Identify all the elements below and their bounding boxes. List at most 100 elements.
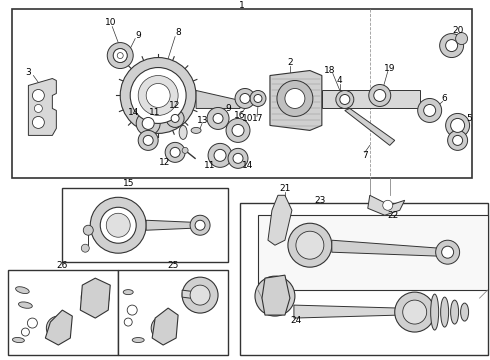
Polygon shape <box>196 90 240 108</box>
Ellipse shape <box>16 287 29 293</box>
Circle shape <box>374 90 386 102</box>
Circle shape <box>240 94 250 103</box>
Text: 13: 13 <box>197 116 209 125</box>
Circle shape <box>106 213 130 237</box>
Circle shape <box>171 114 179 122</box>
Circle shape <box>27 318 37 328</box>
Text: 14: 14 <box>127 108 139 117</box>
Circle shape <box>451 118 465 132</box>
Circle shape <box>226 118 250 143</box>
Polygon shape <box>368 195 405 215</box>
Text: 6: 6 <box>442 94 447 103</box>
Circle shape <box>182 147 188 153</box>
Ellipse shape <box>191 127 201 134</box>
Text: 1: 1 <box>239 1 245 10</box>
Text: 19: 19 <box>384 64 395 73</box>
Ellipse shape <box>461 303 468 321</box>
Circle shape <box>208 143 232 167</box>
Circle shape <box>214 149 226 161</box>
Text: 23: 23 <box>314 196 325 205</box>
Text: 14: 14 <box>243 161 254 170</box>
Text: 22: 22 <box>387 211 398 220</box>
Circle shape <box>120 58 196 134</box>
Circle shape <box>383 200 392 210</box>
Circle shape <box>130 68 186 123</box>
Circle shape <box>127 305 137 315</box>
Text: 26: 26 <box>57 261 68 270</box>
Circle shape <box>417 99 441 122</box>
Bar <box>118 270 228 355</box>
Circle shape <box>117 53 123 59</box>
Circle shape <box>81 244 89 252</box>
Circle shape <box>146 84 170 107</box>
Circle shape <box>83 225 93 235</box>
Circle shape <box>207 107 229 129</box>
Bar <box>8 270 118 355</box>
Circle shape <box>213 113 223 123</box>
Text: 11: 11 <box>204 161 216 170</box>
Circle shape <box>113 49 127 63</box>
Polygon shape <box>182 290 205 300</box>
Polygon shape <box>270 71 322 130</box>
Text: 9: 9 <box>135 31 141 40</box>
Text: 20: 20 <box>452 26 464 35</box>
Circle shape <box>233 153 243 163</box>
Text: 15: 15 <box>122 179 134 188</box>
Text: 18: 18 <box>324 66 336 75</box>
Text: 9: 9 <box>225 104 231 113</box>
Ellipse shape <box>12 337 24 343</box>
Text: 17: 17 <box>252 114 264 123</box>
Bar <box>12 9 471 178</box>
Polygon shape <box>262 275 290 315</box>
Ellipse shape <box>179 125 187 139</box>
Circle shape <box>142 117 154 129</box>
Circle shape <box>441 246 454 258</box>
Circle shape <box>138 76 178 116</box>
Circle shape <box>436 240 460 264</box>
Circle shape <box>277 81 313 116</box>
Text: 5: 5 <box>466 114 472 123</box>
Circle shape <box>445 113 469 138</box>
Polygon shape <box>80 278 110 318</box>
Polygon shape <box>268 195 292 245</box>
Text: 8: 8 <box>175 28 181 37</box>
Text: 7: 7 <box>362 151 368 160</box>
Circle shape <box>235 89 255 108</box>
Polygon shape <box>345 108 395 145</box>
Text: 12: 12 <box>158 158 170 167</box>
Bar <box>62 188 228 262</box>
Circle shape <box>424 104 436 116</box>
Circle shape <box>170 147 180 157</box>
Circle shape <box>403 300 427 324</box>
Bar <box>240 203 488 355</box>
Circle shape <box>255 276 295 316</box>
Circle shape <box>456 33 467 45</box>
Circle shape <box>136 112 160 135</box>
Polygon shape <box>322 90 419 108</box>
Polygon shape <box>46 310 73 345</box>
Circle shape <box>190 215 210 235</box>
Circle shape <box>254 94 262 103</box>
Circle shape <box>113 49 127 63</box>
Ellipse shape <box>123 290 133 294</box>
Circle shape <box>250 90 266 107</box>
Circle shape <box>395 292 435 332</box>
Polygon shape <box>294 305 400 318</box>
Text: 4: 4 <box>337 76 343 85</box>
Circle shape <box>285 89 305 108</box>
Circle shape <box>138 130 158 150</box>
Text: 21: 21 <box>279 184 291 193</box>
Circle shape <box>22 328 29 336</box>
Ellipse shape <box>431 294 439 330</box>
Circle shape <box>296 231 324 259</box>
Circle shape <box>228 148 248 168</box>
Circle shape <box>340 94 350 104</box>
Circle shape <box>90 197 146 253</box>
Polygon shape <box>152 308 178 345</box>
Circle shape <box>47 316 71 340</box>
Ellipse shape <box>132 338 144 342</box>
Circle shape <box>369 85 391 107</box>
Polygon shape <box>28 78 56 135</box>
Circle shape <box>448 130 467 150</box>
Ellipse shape <box>451 300 459 324</box>
